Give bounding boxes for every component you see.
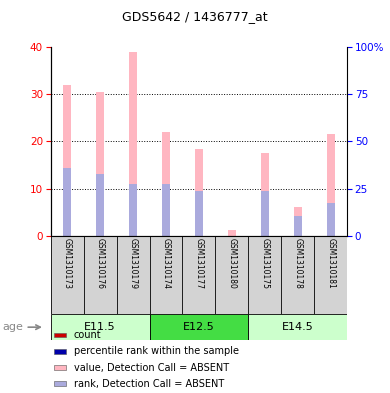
Bar xyxy=(96,174,104,236)
Bar xyxy=(261,153,269,236)
Bar xyxy=(195,149,203,236)
Text: rank, Detection Call = ABSENT: rank, Detection Call = ABSENT xyxy=(74,379,224,389)
Text: GSM1310178: GSM1310178 xyxy=(293,238,302,289)
Text: E12.5: E12.5 xyxy=(183,322,215,332)
Bar xyxy=(248,314,347,340)
Text: value, Detection Call = ABSENT: value, Detection Call = ABSENT xyxy=(74,362,229,373)
Text: GSM1310176: GSM1310176 xyxy=(96,238,105,289)
Bar xyxy=(63,85,71,236)
Bar xyxy=(96,92,104,236)
Bar xyxy=(228,230,236,236)
Text: E14.5: E14.5 xyxy=(282,322,314,332)
Bar xyxy=(294,207,302,236)
Bar xyxy=(54,332,66,338)
Bar xyxy=(162,132,170,236)
Bar xyxy=(294,216,302,236)
Text: GSM1310177: GSM1310177 xyxy=(194,238,204,289)
Bar xyxy=(149,314,248,340)
Bar xyxy=(51,314,149,340)
Bar xyxy=(261,191,269,236)
Bar xyxy=(195,191,203,236)
Bar xyxy=(326,134,335,236)
Text: age: age xyxy=(2,322,23,332)
Bar xyxy=(54,381,66,386)
Bar xyxy=(63,168,71,236)
Text: GSM1310179: GSM1310179 xyxy=(129,238,138,289)
Text: percentile rank within the sample: percentile rank within the sample xyxy=(74,346,239,356)
Text: GSM1310180: GSM1310180 xyxy=(227,238,236,289)
Text: GSM1310173: GSM1310173 xyxy=(63,238,72,289)
Bar xyxy=(326,203,335,236)
Text: E11.5: E11.5 xyxy=(84,322,116,332)
Bar xyxy=(162,184,170,236)
Text: GDS5642 / 1436777_at: GDS5642 / 1436777_at xyxy=(122,10,268,23)
Bar xyxy=(129,184,137,236)
Bar xyxy=(129,52,137,236)
Bar xyxy=(54,349,66,354)
Text: GSM1310174: GSM1310174 xyxy=(161,238,170,289)
Text: GSM1310181: GSM1310181 xyxy=(326,238,335,289)
Text: GSM1310175: GSM1310175 xyxy=(260,238,269,289)
Text: count: count xyxy=(74,330,101,340)
Bar xyxy=(54,365,66,370)
